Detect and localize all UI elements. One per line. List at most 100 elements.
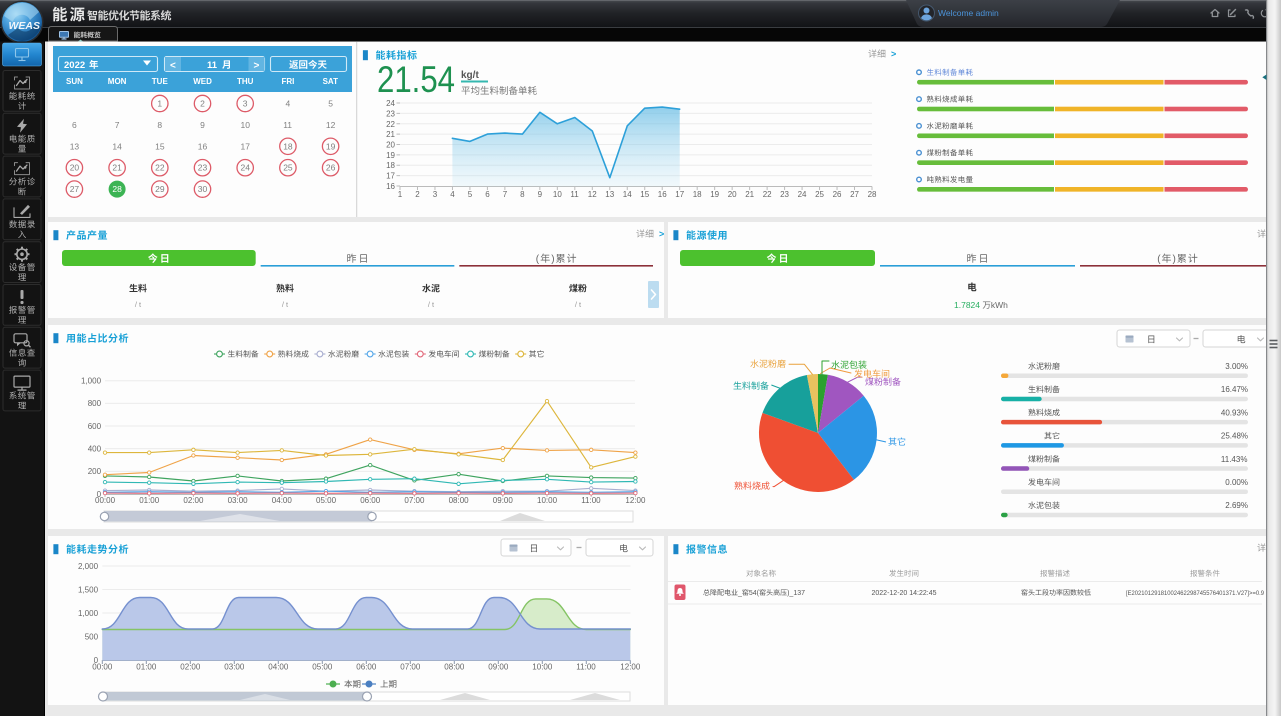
svg-text:20: 20 [70,163,80,173]
svg-text:19: 19 [386,151,395,160]
svg-text:TUE: TUE [152,77,169,86]
svg-text:2: 2 [415,190,420,199]
svg-text:(: ( [536,254,540,265]
svg-text:00:00: 00:00 [92,663,113,672]
svg-text:21.54: 21.54 [377,59,455,100]
svg-text:>: > [659,229,664,239]
svg-text:14: 14 [112,141,122,151]
svg-text:25.48%: 25.48% [1221,432,1248,441]
svg-text:19: 19 [326,141,336,151]
svg-text:03:00: 03:00 [224,663,245,672]
svg-text:400: 400 [88,445,102,454]
svg-text:11.43%: 11.43% [1221,455,1248,464]
svg-text:0: 0 [94,656,99,665]
svg-text:25: 25 [283,163,293,173]
svg-text:0: 0 [97,490,102,499]
svg-text:26: 26 [833,190,842,199]
svg-text:10:00: 10:00 [532,663,553,672]
svg-text:<: < [170,61,176,72]
svg-text:11:00: 11:00 [576,663,596,672]
svg-text:23: 23 [386,109,395,118]
svg-text:)_137: )_137 [787,590,805,597]
svg-text:5: 5 [468,190,473,199]
svg-text:FRI: FRI [282,77,295,86]
svg-text:1,000: 1,000 [81,377,102,386]
svg-text:03:00: 03:00 [228,496,249,505]
svg-text:SAT: SAT [323,77,339,86]
svg-text:0.00%: 0.00% [1225,478,1248,487]
svg-text:22: 22 [155,163,165,173]
svg-text:28: 28 [112,184,122,194]
svg-text:23: 23 [198,163,208,173]
svg-text:1: 1 [157,99,162,109]
svg-text:WED: WED [193,77,212,86]
svg-text:09:00: 09:00 [493,496,514,505]
svg-text:8: 8 [520,190,525,199]
svg-text:10: 10 [553,190,562,199]
svg-text:07:00: 07:00 [400,663,421,672]
svg-text:4: 4 [286,99,291,109]
svg-text:12:00: 12:00 [625,496,646,505]
svg-text:30: 30 [198,184,208,194]
svg-text:2022-12-20 14:22:45: 2022-12-20 14:22:45 [872,590,937,597]
svg-text:6: 6 [72,120,77,130]
svg-text:200: 200 [88,467,102,476]
svg-text:05:00: 05:00 [316,496,337,505]
svg-text:kg/t: kg/t [461,70,479,81]
svg-text:14: 14 [623,190,632,199]
svg-text:24: 24 [241,163,251,173]
svg-text:3: 3 [433,190,438,199]
svg-text:19: 19 [710,190,719,199]
svg-text:17: 17 [386,172,395,181]
svg-text:21: 21 [745,190,754,199]
svg-text:SUN: SUN [66,77,83,86]
svg-text:3.00%: 3.00% [1225,362,1248,371]
svg-text:1.7824: 1.7824 [954,300,980,310]
svg-text:WEAS: WEAS [9,20,41,32]
svg-text:00:00: 00:00 [95,496,116,505]
svg-text:16: 16 [198,141,208,151]
svg-text:29: 29 [155,184,165,194]
svg-text:12: 12 [588,190,597,199]
svg-text:10:00: 10:00 [537,496,558,505]
svg-text:17: 17 [675,190,684,199]
svg-text:20: 20 [728,190,737,199]
svg-text:21: 21 [112,163,122,173]
svg-text:(: ( [1157,254,1161,265]
svg-text:3: 3 [243,99,248,109]
svg-text:40.93%: 40.93% [1221,408,1248,417]
svg-text:18: 18 [283,141,293,151]
svg-text:/ t: / t [575,300,582,309]
svg-text:22: 22 [763,190,772,199]
svg-text:12:00: 12:00 [620,663,641,672]
svg-text:18: 18 [693,190,702,199]
svg-text:05:00: 05:00 [312,663,333,672]
svg-text:800: 800 [88,399,102,408]
svg-text:kWh: kWh [991,300,1008,310]
svg-text:2022: 2022 [64,60,85,71]
svg-text:20: 20 [386,141,395,150]
svg-text:21: 21 [386,130,395,139]
svg-text:4: 4 [450,190,455,199]
svg-text:06:00: 06:00 [360,496,381,505]
svg-text:9: 9 [538,190,543,199]
svg-text:13: 13 [70,141,80,151]
svg-text:THU: THU [237,77,254,86]
svg-text:27: 27 [70,184,80,194]
svg-text:23: 23 [780,190,789,199]
svg-text:MON: MON [108,77,127,86]
svg-text:/ t: / t [428,300,435,309]
svg-text:1,000: 1,000 [78,609,99,618]
svg-text:18: 18 [386,161,395,170]
svg-text:6: 6 [485,190,490,199]
svg-text:13: 13 [605,190,614,199]
svg-text:1: 1 [398,190,403,199]
svg-text:28: 28 [868,190,877,199]
svg-text:500: 500 [85,632,99,641]
svg-text:9: 9 [200,120,205,130]
svg-text:02:00: 02:00 [180,663,201,672]
svg-text:1,500: 1,500 [78,585,99,594]
svg-text:600: 600 [88,422,102,431]
svg-text:12: 12 [326,120,336,130]
svg-text:11:00: 11:00 [581,496,601,505]
